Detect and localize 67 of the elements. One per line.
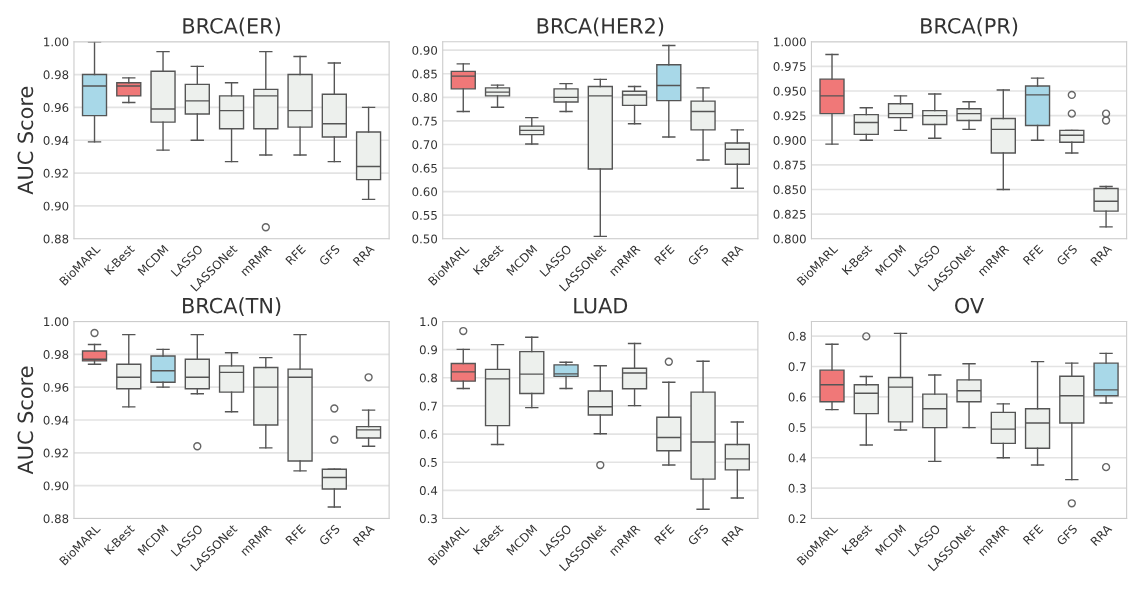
x-tick-label: GFS [318, 244, 341, 267]
y-axis-title: AUC Score [17, 86, 34, 195]
y-tick-label: 0.6 [419, 429, 438, 439]
y-tick-label: 0.94 [43, 415, 69, 425]
chart-title: BRCA(PR) [921, 17, 1018, 37]
y-tick-label: 0.8 [419, 373, 438, 383]
chart-title: BRCA(ER) [183, 17, 280, 37]
y-tick-label: 0.7 [788, 362, 806, 372]
x-tick-label: RRA [1090, 523, 1113, 546]
chart-title: BRCA(HER2) [537, 17, 664, 37]
y-tick-label: 0.90 [43, 481, 69, 491]
y-tick-label: 0.92 [43, 448, 68, 458]
y-tick-label: 1.00 [44, 37, 69, 47]
y-tick-label: 0.5 [419, 457, 437, 467]
y-tick-label: 0.98 [43, 70, 69, 80]
x-tick-label: RRA [352, 523, 375, 546]
x-tick-label: RRA [352, 243, 375, 267]
y-tick-label: 0.88 [43, 514, 69, 524]
y-tick-label: 0.7 [419, 401, 437, 411]
chart-title: OV [955, 297, 985, 314]
y-tick-label: 0.92 [43, 168, 68, 178]
y-tick-label: 0.850 [773, 185, 806, 195]
y-tick-label: 1.0 [420, 317, 438, 327]
x-tick-label: GFS [1056, 523, 1078, 546]
y-tick-label: 0.925 [773, 111, 806, 121]
y-tick-label: 0.9 [419, 345, 438, 355]
x-tick-label: GFS [318, 523, 341, 546]
y-tick-label: 0.6 [788, 392, 806, 402]
y-tick-label: 0.8 [788, 331, 806, 341]
y-tick-label: 0.60 [412, 187, 438, 197]
y-tick-label: 1.00 [44, 317, 69, 327]
chart-title: BRCA(TN) [183, 297, 281, 316]
y-tick-label: 0.94 [43, 135, 69, 145]
y-tick-label: 0.4 [788, 453, 806, 463]
y-tick-label: 0.4 [419, 486, 438, 496]
y-tick-label: 0.90 [412, 45, 438, 55]
y-tick-label: 0.950 [773, 86, 806, 96]
y-tick-label: 0.800 [773, 234, 806, 244]
y-tick-label: 0.85 [412, 69, 437, 79]
chart-title: LUAD [574, 297, 628, 314]
y-axis-title: AUC Score [17, 366, 34, 475]
y-tick-label: 0.900 [773, 135, 806, 145]
y-tick-label: 0.3 [419, 514, 437, 524]
x-tick-label: RRA [721, 523, 744, 546]
y-tick-label: 0.96 [43, 103, 69, 113]
y-tick-label: 0.65 [412, 163, 437, 173]
y-tick-label: 0.3 [788, 483, 806, 493]
y-tick-label: 0.2 [788, 514, 806, 524]
y-tick-label: 0.90 [43, 201, 69, 211]
x-tick-label: GFS [1056, 244, 1078, 267]
y-tick-label: 0.88 [43, 234, 69, 244]
y-tick-label: 0.825 [773, 209, 806, 219]
y-tick-label: 0.975 [773, 62, 806, 71]
y-tick-label: 0.80 [412, 93, 438, 102]
x-tick-label: GFS [687, 523, 710, 546]
y-tick-label: 0.70 [412, 140, 438, 150]
x-tick-label: RRA [721, 243, 744, 267]
y-tick-label: 0.96 [43, 382, 69, 392]
x-tick-label: GFS [687, 244, 710, 267]
y-tick-label: 1.000 [774, 37, 806, 47]
y-tick-label: 0.55 [412, 210, 437, 220]
y-tick-label: 0.5 [788, 423, 806, 432]
x-tick-label: RRA [1090, 243, 1113, 267]
y-tick-label: 0.50 [412, 234, 438, 244]
y-tick-label: 0.98 [43, 350, 69, 359]
y-tick-label: 0.875 [773, 160, 806, 170]
y-tick-label: 0.75 [412, 116, 437, 126]
